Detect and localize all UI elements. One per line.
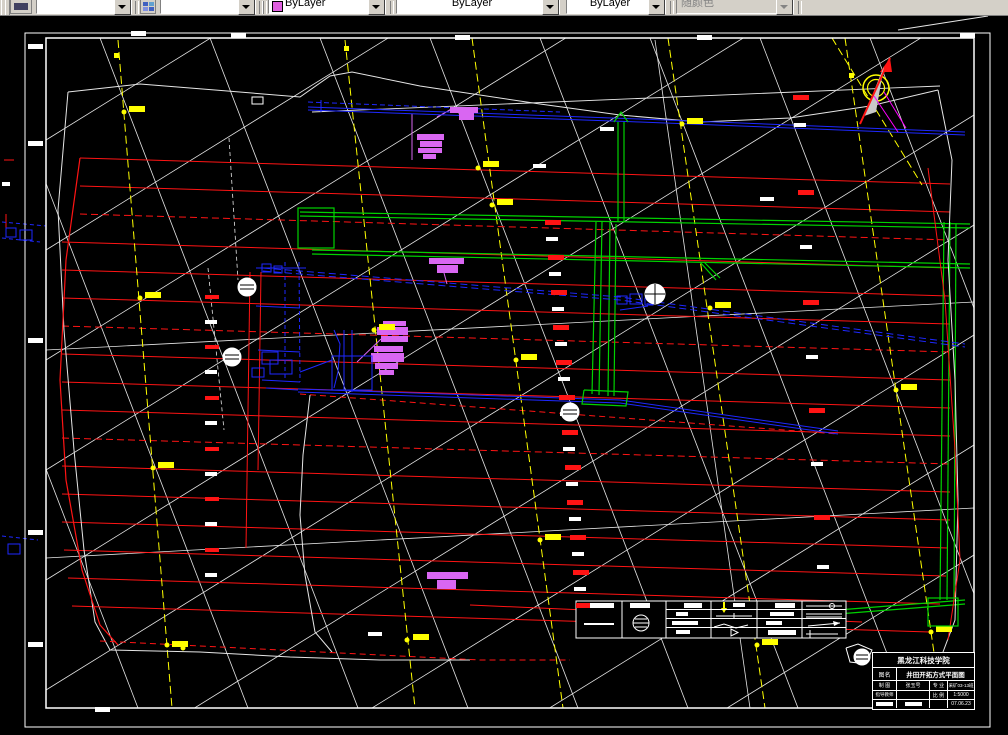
title-block-name-label: 图名: [873, 668, 897, 680]
linetype-combobox-value: ByLayer: [451, 0, 493, 9]
chevron-down-icon[interactable]: [114, 0, 131, 15]
color-grid-icon[interactable]: [140, 0, 156, 14]
chevron-down-icon[interactable]: [238, 0, 255, 15]
title-block-drawing-name: 井田开拓方式平面图: [906, 672, 965, 679]
plotstyle-combobox: 随颜色: [676, 0, 794, 15]
title-block-scale-label: 比 例: [930, 691, 948, 699]
object-properties-toolbar: ByLayer ByLayer ByLayer 随颜色: [0, 0, 1008, 16]
color-swatch-icon: [272, 1, 283, 12]
toolbar-separator: [263, 1, 267, 14]
linetype-combobox[interactable]: ByLayer: [396, 0, 560, 15]
printer-icon[interactable]: [10, 0, 32, 14]
title-block-school: 黑龙江科技学院: [897, 655, 950, 665]
title-block-advisor-label: 指导教师: [873, 691, 897, 699]
boundary-and-roadway-polylines: [57, 71, 966, 665]
title-block-drafter-value: 张玉号: [897, 681, 930, 690]
chevron-down-icon[interactable]: [542, 0, 559, 15]
title-block-major-label: 专 业: [930, 681, 948, 690]
lineweight-combobox[interactable]: ByLayer: [566, 0, 666, 15]
toolbar-separator: [135, 1, 139, 14]
chevron-down-icon[interactable]: [368, 0, 385, 15]
color-combobox[interactable]: ByLayer: [268, 0, 386, 15]
legend-symbol-polylines: [713, 623, 749, 629]
title-block-cell-block: [873, 700, 897, 708]
title-block-drafter-label: 制 图: [873, 681, 897, 690]
toolbar-separator: [670, 1, 674, 14]
toolbar-grip[interactable]: [5, 0, 10, 15]
layer-combobox[interactable]: [36, 0, 132, 15]
title-block: 黑龙江科技学院 图名 井田开拓方式平面图 制 图 张玉号 专 业 采矿03-13…: [872, 652, 975, 710]
layer-state-value: [165, 0, 239, 15]
title-block-date: 07.06.23: [951, 701, 971, 707]
chevron-down-icon[interactable]: [648, 0, 665, 15]
toolbar-separator: [390, 1, 394, 14]
layer-combobox-value: [41, 0, 115, 15]
legend-table-and-symbol-lines: [225, 57, 907, 660]
frames-labels-and-marker-rects: [2, 31, 991, 728]
title-block-cell-block: [897, 700, 930, 708]
title-block-cell-empty: [930, 700, 948, 708]
plotstyle-combobox-value: 随颜色: [681, 0, 714, 9]
layer-state-combobox[interactable]: [160, 0, 256, 15]
chevron-down-icon: [776, 0, 793, 15]
toolbar-separator: [798, 1, 802, 14]
title-block-major-value: 采矿03-13班: [948, 682, 974, 688]
title-block-advisor-value: [897, 691, 930, 699]
color-combobox-value: ByLayer: [285, 0, 326, 9]
lineweight-combobox-value: ByLayer: [589, 0, 631, 9]
toolbar-separator: [259, 1, 263, 14]
north-arrow-and-legend-polygons: [721, 58, 892, 637]
title-block-scale-value: 1:5000: [953, 692, 969, 698]
